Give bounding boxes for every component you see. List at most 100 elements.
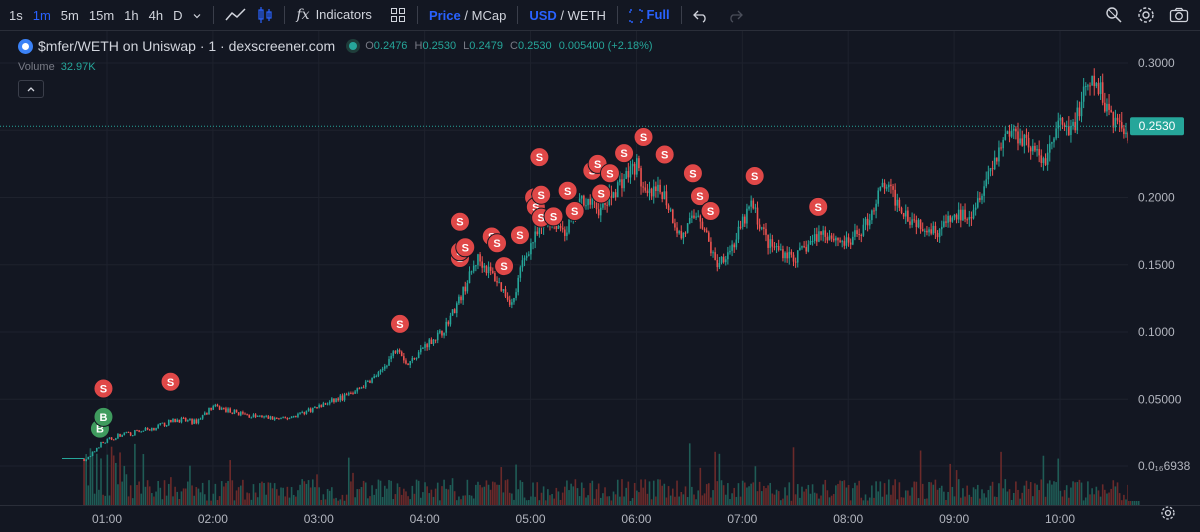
indicators-button[interactable]: fx Indicators — [291, 7, 376, 23]
layout-grid-icon[interactable] — [385, 7, 411, 24]
sell-marker[interactable]: S — [564, 200, 585, 221]
sell-marker[interactable]: S — [529, 147, 550, 168]
interval-1m[interactable]: 1m — [32, 7, 51, 23]
buy-marker[interactable]: B — [93, 406, 114, 427]
candle-body — [1004, 133, 1007, 140]
candle-body — [803, 246, 805, 248]
sell-marker[interactable]: S — [654, 144, 675, 165]
sell-marker[interactable]: S — [682, 163, 703, 184]
volume-bar — [663, 483, 666, 505]
sell-marker[interactable]: S — [808, 196, 829, 217]
volume-bar — [631, 498, 634, 505]
undo-icon[interactable] — [688, 7, 714, 23]
sell-marker[interactable]: S — [93, 378, 114, 399]
volume-bar — [511, 493, 513, 505]
axis-settings-button[interactable] — [1160, 505, 1176, 526]
line-chart-icon[interactable] — [220, 7, 252, 24]
chevron-down-icon[interactable] — [187, 8, 207, 23]
volume-bar — [1015, 481, 1017, 505]
sell-marker[interactable]: S — [591, 183, 612, 204]
candle-body — [301, 412, 303, 414]
volume-bar — [1093, 494, 1096, 505]
volume-bar — [659, 479, 661, 505]
candle-body — [1123, 128, 1125, 135]
candle-body — [566, 232, 568, 236]
price-axis[interactable]: 0.30000.25000.20000.15000.10000.050000.0… — [1128, 31, 1200, 501]
volume-bar — [180, 491, 183, 505]
full-range-button[interactable]: Full — [624, 7, 675, 23]
sell-marker[interactable]: S — [389, 313, 410, 334]
candle-body — [104, 442, 107, 444]
time-axis[interactable]: 01:00 02:00 03:00 04:00 05:00 06:00 07:00 08:00… — [0, 505, 1200, 527]
candle-body — [727, 252, 729, 260]
candle-body — [663, 191, 666, 200]
candle-body — [1002, 139, 1004, 149]
currency-toggle[interactable]: USD / WETH — [524, 8, 611, 23]
candle-body — [1078, 107, 1081, 117]
volume-bar — [614, 494, 617, 505]
marker-label: S — [751, 171, 758, 183]
candle-body — [856, 230, 858, 235]
candle-body — [123, 432, 126, 436]
volume-bar — [693, 494, 695, 505]
volume-bar — [856, 485, 858, 505]
interval-1h[interactable]: 1h — [124, 7, 139, 23]
price-mcap-toggle[interactable]: Price / MCap — [424, 8, 511, 23]
volume-bar — [151, 493, 153, 505]
volume-bar — [871, 485, 873, 505]
interval-5m[interactable]: 5m — [60, 7, 79, 23]
redo-icon[interactable] — [722, 7, 748, 23]
volume-bar — [953, 496, 956, 505]
volume-bar — [828, 497, 831, 505]
volume-bar — [858, 480, 860, 505]
sell-marker[interactable]: S — [531, 184, 552, 205]
candle-body — [678, 231, 680, 234]
volume-bar — [494, 482, 496, 505]
sell-marker[interactable]: S — [633, 126, 654, 147]
volume-bar — [877, 491, 880, 505]
sell-marker[interactable]: S — [449, 211, 470, 232]
marker-label: S — [661, 149, 668, 161]
candles-icon[interactable] — [252, 6, 278, 24]
volume-bar — [555, 487, 558, 505]
volume-bar — [576, 488, 579, 505]
sell-marker[interactable]: S — [689, 186, 710, 207]
sell-marker[interactable]: S — [557, 180, 578, 201]
volume-bar — [843, 480, 846, 505]
sell-marker[interactable]: S — [494, 256, 515, 277]
volume-bar — [633, 482, 636, 505]
candle-body — [1070, 126, 1072, 135]
volume-bar — [616, 479, 619, 505]
candle-body — [415, 357, 418, 359]
interval-15m[interactable]: 15m — [88, 7, 115, 23]
sell-marker[interactable]: S — [700, 200, 721, 221]
candle-body — [178, 419, 181, 423]
sell-marker[interactable]: S — [509, 225, 530, 246]
volume-bar — [839, 480, 841, 505]
candle-body — [146, 427, 149, 430]
volume-bar — [890, 494, 892, 505]
sell-marker[interactable]: S — [543, 206, 564, 227]
volume-bar — [932, 484, 935, 505]
sell-marker[interactable]: S — [487, 233, 508, 254]
camera-icon[interactable] — [1164, 7, 1194, 24]
interval-4h[interactable]: 4h — [148, 7, 164, 23]
sell-marker[interactable]: S — [744, 165, 765, 186]
candle-body — [309, 408, 312, 412]
candle-body — [447, 321, 450, 325]
sell-marker[interactable]: S — [160, 371, 181, 392]
candle-body — [686, 223, 689, 233]
gear-icon[interactable] — [1132, 6, 1160, 24]
candle-body — [453, 309, 456, 314]
interval-d[interactable]: D — [173, 7, 183, 23]
sell-marker[interactable]: S — [614, 143, 635, 164]
collapse-legend-button[interactable] — [18, 80, 44, 98]
search-zoom-icon[interactable] — [1100, 6, 1128, 24]
candle-body — [210, 407, 212, 410]
interval-1s[interactable]: 1s — [9, 7, 23, 23]
sell-marker[interactable]: S — [455, 237, 476, 258]
candle-body — [263, 416, 265, 418]
sell-marker[interactable]: S — [599, 163, 620, 184]
candle-body — [172, 418, 174, 423]
